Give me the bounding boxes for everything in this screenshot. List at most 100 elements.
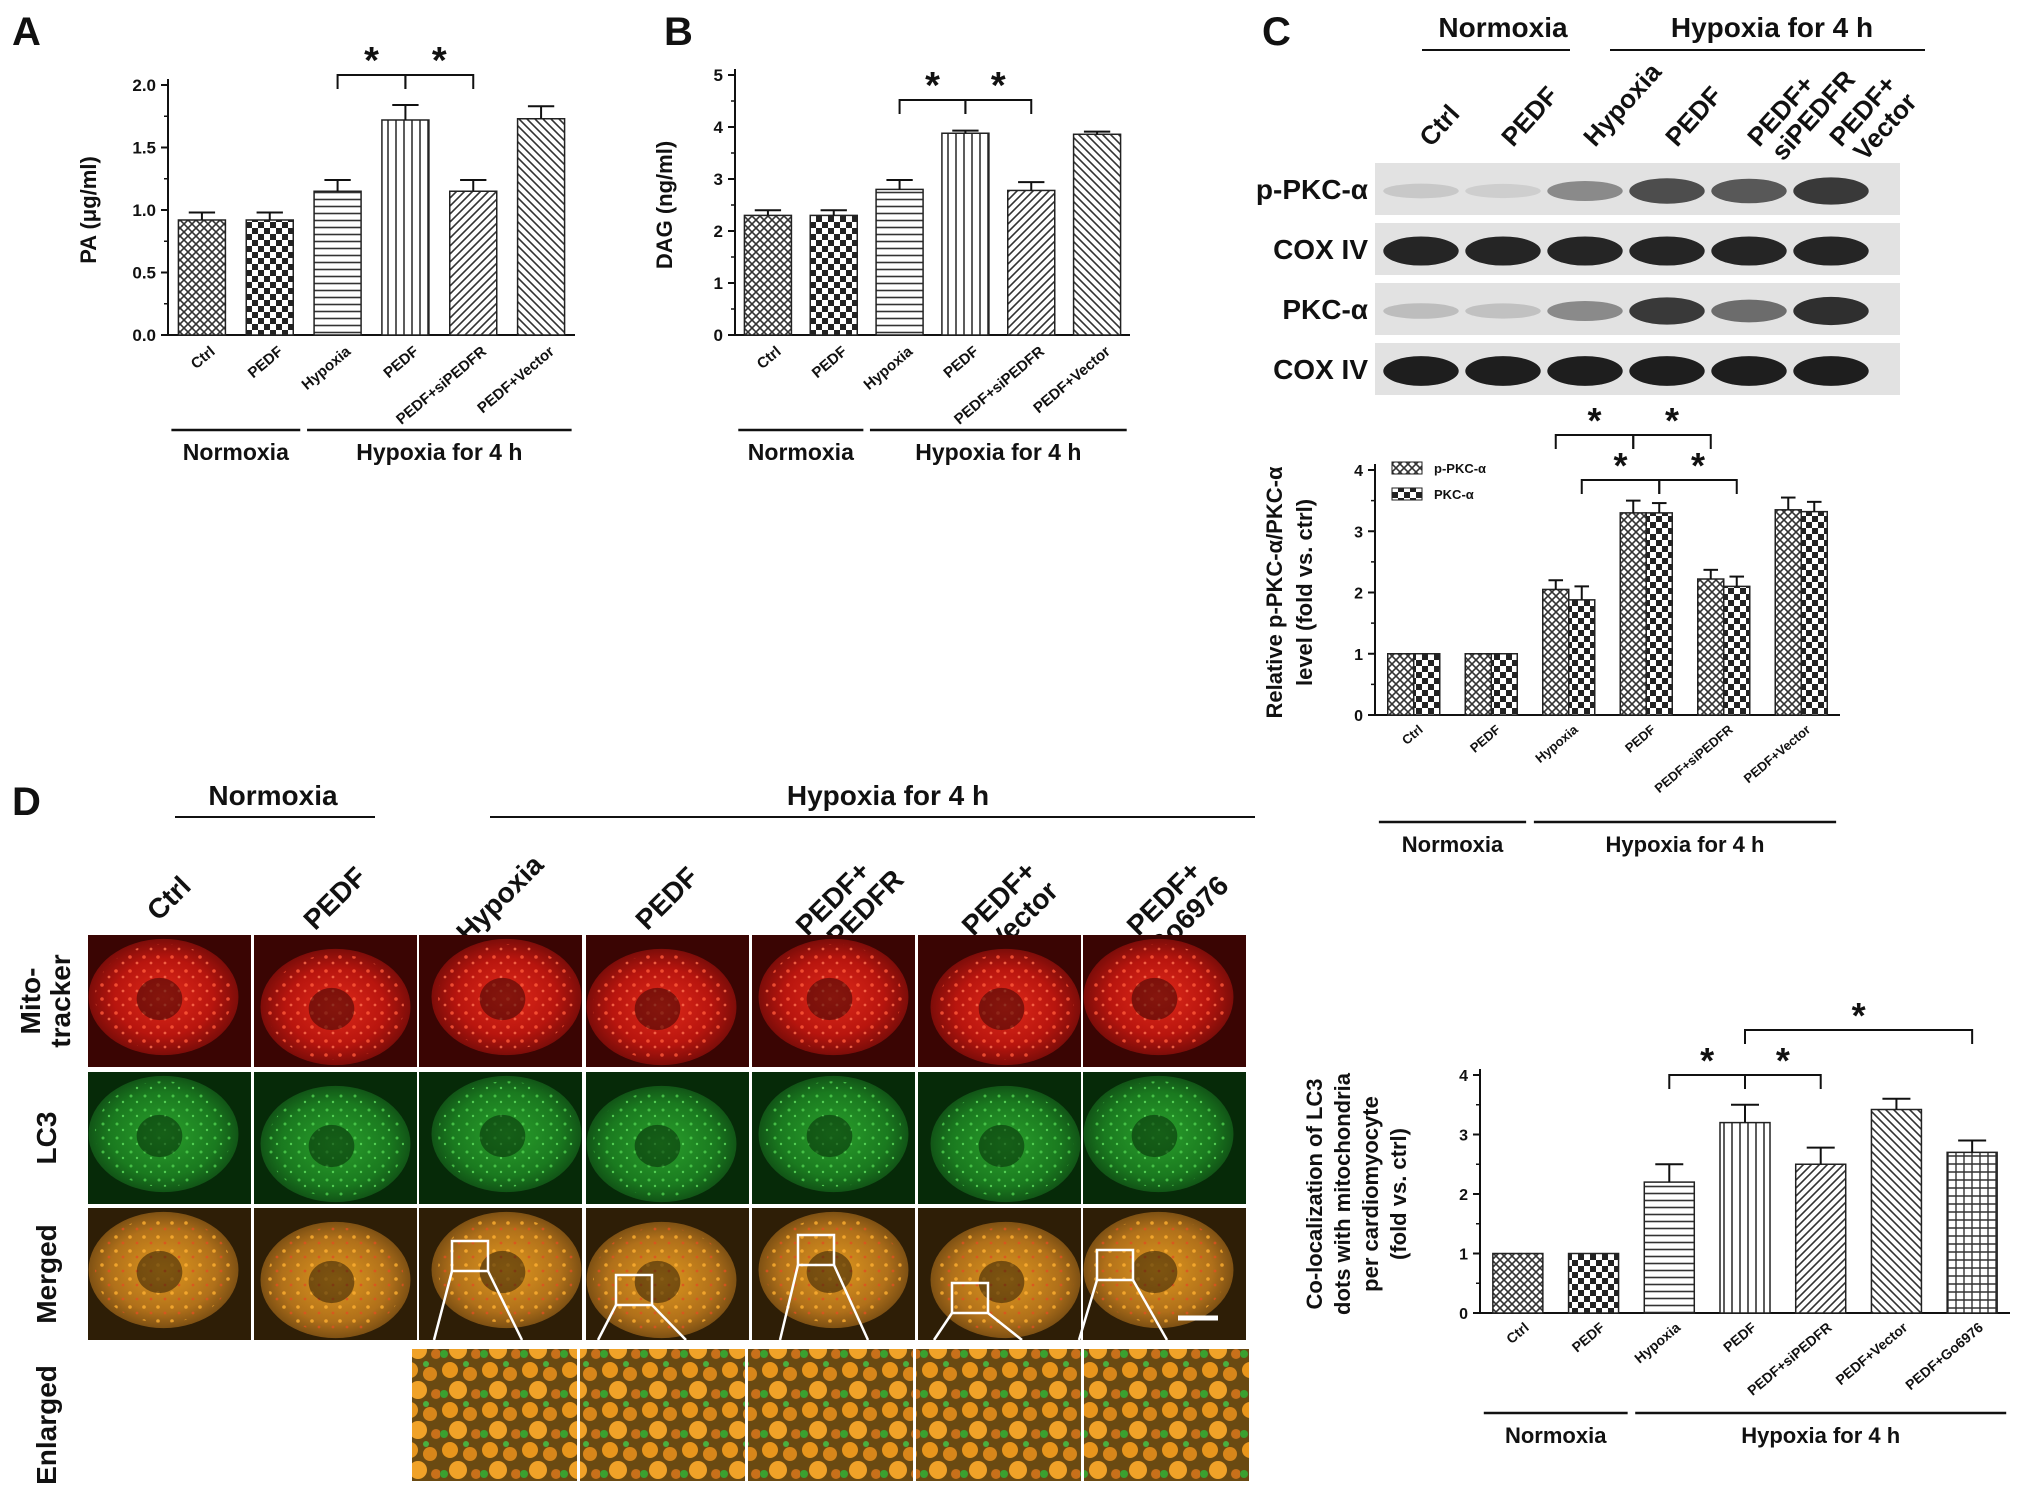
- wb-band: [1465, 236, 1541, 266]
- bar: [1643, 1181, 1696, 1314]
- wb-band: [1629, 236, 1705, 266]
- zoom-box: [614, 1273, 654, 1307]
- zoom-line: [432, 1270, 454, 1341]
- zoom-line: [987, 1312, 1023, 1341]
- wb-band: [1383, 356, 1459, 386]
- x-tick-label: PEDF: [940, 343, 982, 382]
- cell-nucleus: [1131, 1114, 1178, 1158]
- wb-band: [1383, 236, 1459, 266]
- group-label: Hypoxia for 4 h: [356, 439, 522, 465]
- wb-band: [1465, 183, 1541, 199]
- wb-band: [1383, 183, 1459, 199]
- significance-star: *: [1613, 445, 1627, 486]
- bar: [1719, 1121, 1771, 1314]
- cell-nucleus: [806, 1114, 853, 1158]
- x-tick-label: Hypoxia: [1532, 721, 1581, 765]
- y-tick-label: 1.0: [132, 201, 156, 220]
- wb-band: [1547, 180, 1623, 202]
- wb-band: [1629, 297, 1705, 325]
- bar: [809, 214, 858, 336]
- cell-nucleus: [1131, 1250, 1178, 1294]
- bar: [1007, 189, 1056, 336]
- y-axis-title: (fold vs. ctrl): [1386, 1128, 1411, 1260]
- micrograph-panel: Normoxia Hypoxia for 4 h Ctrl PEDF Hypoxia…: [15, 780, 1255, 1485]
- wb-band: [1793, 236, 1869, 266]
- cell-nucleus: [308, 1260, 355, 1304]
- y-tick-label: 4: [1354, 463, 1363, 480]
- y-tick-label: 0.5: [132, 264, 156, 283]
- x-tick-label: Ctrl: [1399, 722, 1426, 748]
- enlarged-tile: [1084, 1349, 1249, 1481]
- cell-nucleus: [479, 1250, 526, 1294]
- x-tick-label: PEDF+Vector: [1832, 1319, 1910, 1388]
- cell-nucleus: [308, 1124, 355, 1168]
- western-blot: Normoxia Hypoxia for 4 h Ctrl PEDF Hypoxia…: [1256, 12, 1925, 395]
- x-tick-label: Hypoxia: [299, 343, 355, 394]
- cell-nucleus: [978, 1124, 1025, 1168]
- bar: [1794, 1163, 1847, 1314]
- wb-band: [1793, 296, 1869, 326]
- cell-nucleus: [634, 987, 681, 1031]
- x-tick-label: PEDF: [1720, 1319, 1759, 1356]
- wb-band: [1547, 300, 1623, 322]
- wb-band: [1711, 356, 1787, 386]
- wb-band: [1383, 303, 1459, 319]
- cell-nucleus: [806, 977, 853, 1021]
- y-tick-label: 3: [714, 170, 723, 189]
- cell-nucleus: [136, 1114, 183, 1158]
- zoom-line: [778, 1264, 800, 1341]
- bar: [1464, 653, 1492, 716]
- bar: [1697, 578, 1725, 716]
- cell-nucleus: [806, 1250, 853, 1294]
- x-tick-label: PEDF: [809, 343, 851, 382]
- wb-row-label: p-PKC-α: [1256, 174, 1368, 205]
- significance-star: *: [1852, 995, 1866, 1036]
- bar: [449, 190, 498, 336]
- bar: [245, 219, 294, 336]
- x-tick-label: Hypoxia: [1631, 1319, 1683, 1366]
- chart-a-pa: 0.0 0.5 1.0 1.5 2.0 PA (μg/ml) Ctrl PEDF Hypoxia…: [76, 40, 575, 465]
- cell-nucleus: [978, 987, 1025, 1031]
- legend-label: p-PKC-α: [1434, 461, 1486, 476]
- significance-bracket: [1744, 1029, 1974, 1044]
- group-label: Normoxia: [1505, 1423, 1607, 1448]
- wb-lane-label: Ctrl: [1413, 99, 1465, 152]
- legend-swatch: [1391, 461, 1423, 475]
- x-tick-label: PEDF: [1622, 722, 1658, 756]
- panel-letter-d: D: [12, 780, 41, 824]
- cell-nucleus: [634, 1124, 681, 1168]
- wb-band: [1711, 236, 1787, 266]
- micro-row-label-line2: tracker: [45, 954, 76, 1048]
- group-label: Hypoxia for 4 h: [915, 439, 1081, 465]
- bar: [743, 214, 793, 336]
- chart-d-colocalization: 0 1 2 3 4 Co-localization of LC3 dots with mit…: [1302, 995, 2010, 1448]
- significance-bracket: [1632, 434, 1712, 449]
- y-tick-label: 0: [714, 326, 723, 345]
- wb-lane-label: PEDF: [1495, 80, 1564, 152]
- y-axis-title: level (fold vs. ctrl): [1292, 499, 1317, 686]
- bar: [1490, 653, 1518, 716]
- y-tick-label: 3: [1459, 1128, 1468, 1145]
- bar: [177, 219, 227, 336]
- zoom-line: [932, 1312, 954, 1341]
- bar: [381, 119, 430, 336]
- x-tick-label: Ctrl: [188, 343, 219, 373]
- bar: [1645, 512, 1673, 716]
- y-tick-label: 2.0: [132, 76, 156, 95]
- micro-normoxia-label: Normoxia: [208, 780, 338, 811]
- bar: [1723, 585, 1751, 716]
- micro-row-label: Mito-: [15, 968, 46, 1035]
- wb-hypoxia-label: Hypoxia for 4 h: [1671, 12, 1873, 43]
- panel-letter-b: B: [664, 10, 693, 54]
- y-tick-label: 1: [1354, 647, 1363, 664]
- legend-swatch: [1391, 487, 1423, 501]
- zoom-line: [596, 1304, 618, 1341]
- wb-band: [1465, 303, 1541, 319]
- bar: [1072, 133, 1122, 336]
- y-tick-label: 4: [714, 118, 724, 137]
- y-tick-label: 3: [1354, 524, 1363, 541]
- significance-star: *: [1776, 1040, 1790, 1081]
- wb-band: [1793, 356, 1869, 386]
- micro-hypoxia-label: Hypoxia for 4 h: [787, 780, 989, 811]
